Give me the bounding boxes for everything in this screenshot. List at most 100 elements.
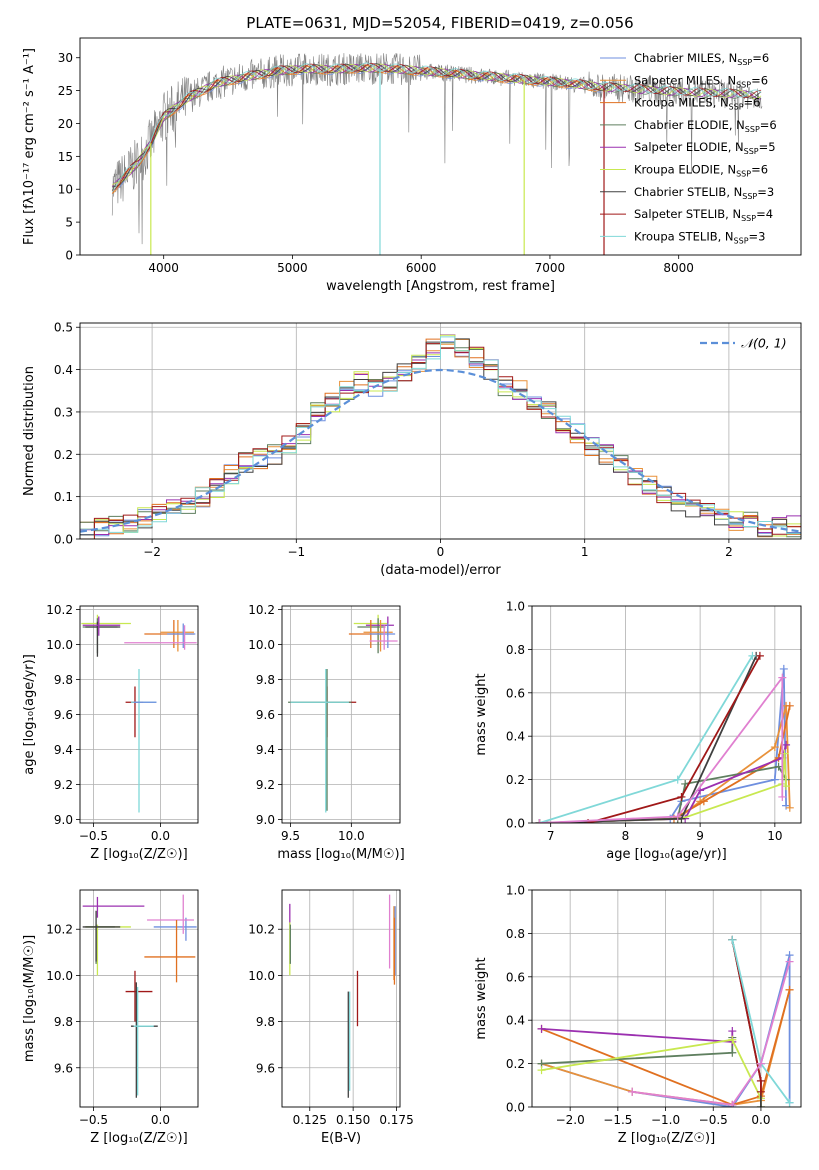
y-tick-label: 0.0 xyxy=(506,817,525,831)
mass-weight-marker xyxy=(728,1027,737,1036)
legend-entry: Salpeter ELODIE, NSSP=5 xyxy=(634,140,776,156)
y-tick-label: 9.0 xyxy=(256,813,275,827)
mass-vs-Z-panel: −0.5 0.0 9.6 9.8 10.0 10.2 Z [log₁₀(Z/Z☉)] mass… xyxy=(22,889,199,1146)
legend-entry: Kroupa ELODIE, NSSP=6 xyxy=(634,163,768,179)
y-tick-label: 10.0 xyxy=(46,638,73,652)
x-axis-label: age [log₁₀(age/yr)] xyxy=(606,847,727,862)
y-tick-label: 9.6 xyxy=(256,1061,275,1075)
mass-weight-marker xyxy=(785,701,794,710)
mass-weight-marker xyxy=(785,803,794,812)
model-spectrum-chabrier-stelib xyxy=(112,63,762,188)
legend-entry: Kroupa MILES, NSSP=6 xyxy=(634,96,760,112)
y-tick-label: 0.0 xyxy=(54,533,73,547)
age-vs-Z-plot-area xyxy=(80,606,198,823)
mass-weight-marker xyxy=(748,651,757,660)
y-axis-label: mass [log₁₀(M/M☉)] xyxy=(22,935,37,1062)
y-tick-label: 9.8 xyxy=(256,673,275,687)
mass-weight-marker xyxy=(779,664,788,673)
legend-value: =6 xyxy=(752,51,769,65)
legend-subscript: SSP xyxy=(744,147,759,156)
age-vs-mass-panel: 9.5 10.0 9.0 9.2 9.4 9.6 9.8 10.0 10.2 mass [log₁… xyxy=(248,603,404,862)
mass-weight-marker xyxy=(782,782,791,791)
mass-weight-marker xyxy=(673,775,682,784)
legend-value: =6 xyxy=(751,163,768,177)
age-vs-Z-panel: −0.5 0.0 9.0 9.2 9.4 9.6 9.8 10.0 10.2 Z [log₁₀(Z… xyxy=(22,603,199,862)
x-tick-label: 7 xyxy=(547,829,555,843)
x-tick-label: 9.5 xyxy=(281,829,300,843)
y-tick-label: 10 xyxy=(58,183,73,197)
y-tick-label: 9.8 xyxy=(54,1015,73,1029)
legend-value: =4 xyxy=(756,207,773,221)
y-tick-label: 9.6 xyxy=(256,708,275,722)
mass-vs-EBV-plot-area xyxy=(282,890,400,1107)
y-axis-label: mass weight xyxy=(474,957,489,1039)
mass-weight-marker xyxy=(785,985,794,994)
y-axis-label: age [log₁₀(age/yr)] xyxy=(22,654,37,775)
x-tick-label: 0 xyxy=(437,545,445,559)
y-tick-label: 5 xyxy=(65,216,73,230)
legend-subscript: SSP xyxy=(729,103,744,112)
mass-weight-line-chabrier-stelib xyxy=(539,655,758,823)
mass-weight-marker xyxy=(673,812,682,821)
legend-subscript: SSP xyxy=(736,170,751,179)
residuals-plot-area xyxy=(80,323,801,539)
mass-weight-marker xyxy=(755,651,764,660)
legend-subscript: SSP xyxy=(734,236,749,245)
mass-weight-marker xyxy=(774,762,783,771)
x-tick-label: −1.0 xyxy=(651,1113,680,1127)
axes-frame xyxy=(281,889,401,1108)
y-tick-label: 25 xyxy=(58,84,73,98)
y-tick-label: 9.6 xyxy=(54,1061,73,1075)
y-tick-label: 20 xyxy=(58,117,73,131)
axes-frame xyxy=(79,605,199,824)
x-tick-label: −1.5 xyxy=(603,1113,632,1127)
x-tick-label: 0.125 xyxy=(293,1113,327,1127)
mass-weight-marker xyxy=(770,743,779,752)
y-tick-label: 10.2 xyxy=(248,923,275,937)
x-tick-label: −0.5 xyxy=(79,829,108,843)
massweight-vs-age-plot-area xyxy=(532,606,801,823)
y-tick-label: 10.0 xyxy=(248,969,275,983)
x-axis-label: Z [log₁₀(Z/Z☉)] xyxy=(90,847,187,862)
mass-weight-marker xyxy=(728,935,737,944)
y-tick-label: 10.2 xyxy=(248,603,275,617)
legend-value: =6 xyxy=(760,118,777,132)
y-tick-label: 9.4 xyxy=(54,743,73,757)
x-tick-label: −1 xyxy=(287,545,305,559)
y-tick-label: 0.6 xyxy=(506,686,525,700)
x-tick-label: 2 xyxy=(725,545,733,559)
x-tick-label: 8 xyxy=(622,829,630,843)
legend-value: =6 xyxy=(751,73,768,87)
mass-weight-line-extra xyxy=(539,674,784,823)
mass-weight-marker xyxy=(628,1087,637,1096)
y-tick-label: 0.3 xyxy=(54,405,73,419)
mass-weight-marker xyxy=(699,797,708,806)
legend-entry: Chabrier MILES, NSSP=6 xyxy=(634,51,769,67)
legend-subscript: SSP xyxy=(737,58,752,67)
axes-frame xyxy=(531,889,802,1108)
legend-value: =3 xyxy=(757,185,774,199)
mass-weight-line-salpeter-stelib xyxy=(587,655,761,823)
model-spectrum-kroupa-elodie xyxy=(111,63,762,186)
legend-subscript: SSP xyxy=(741,214,756,223)
axes-frame xyxy=(531,605,802,824)
x-tick-label: 0.0 xyxy=(151,829,170,843)
x-tick-label: 0.0 xyxy=(151,1113,170,1127)
y-tick-label: 9.0 xyxy=(54,813,73,827)
mass-weight-marker xyxy=(770,775,779,784)
residuals-panel: −2 −1 0 1 2 0.0 0.1 0.2 0.3 0.4 0.5 (data-model)/er… xyxy=(22,321,802,578)
axes-frame xyxy=(79,322,802,540)
y-tick-label: 0.2 xyxy=(54,448,73,462)
mass-weight-marker xyxy=(756,1103,765,1107)
massweight-vs-age-panel: 7 8 9 10 0.0 0.2 0.4 0.6 0.8 1.0 age [log₁₀(age/yr… xyxy=(474,600,802,862)
x-tick-label: 0.175 xyxy=(379,1113,413,1127)
gaussian-curve xyxy=(80,368,801,533)
x-tick-label: 8000 xyxy=(663,261,694,275)
legend-value: =3 xyxy=(749,229,766,243)
age-vs-mass-plot-area xyxy=(282,606,400,823)
model-spectrum-kroupa-miles xyxy=(111,64,602,194)
x-tick-label: 0.0 xyxy=(751,1113,770,1127)
mass-weight-line-salpeter-miles xyxy=(539,705,791,823)
legend-entry: Salpeter MILES, NSSP=6 xyxy=(634,73,768,89)
